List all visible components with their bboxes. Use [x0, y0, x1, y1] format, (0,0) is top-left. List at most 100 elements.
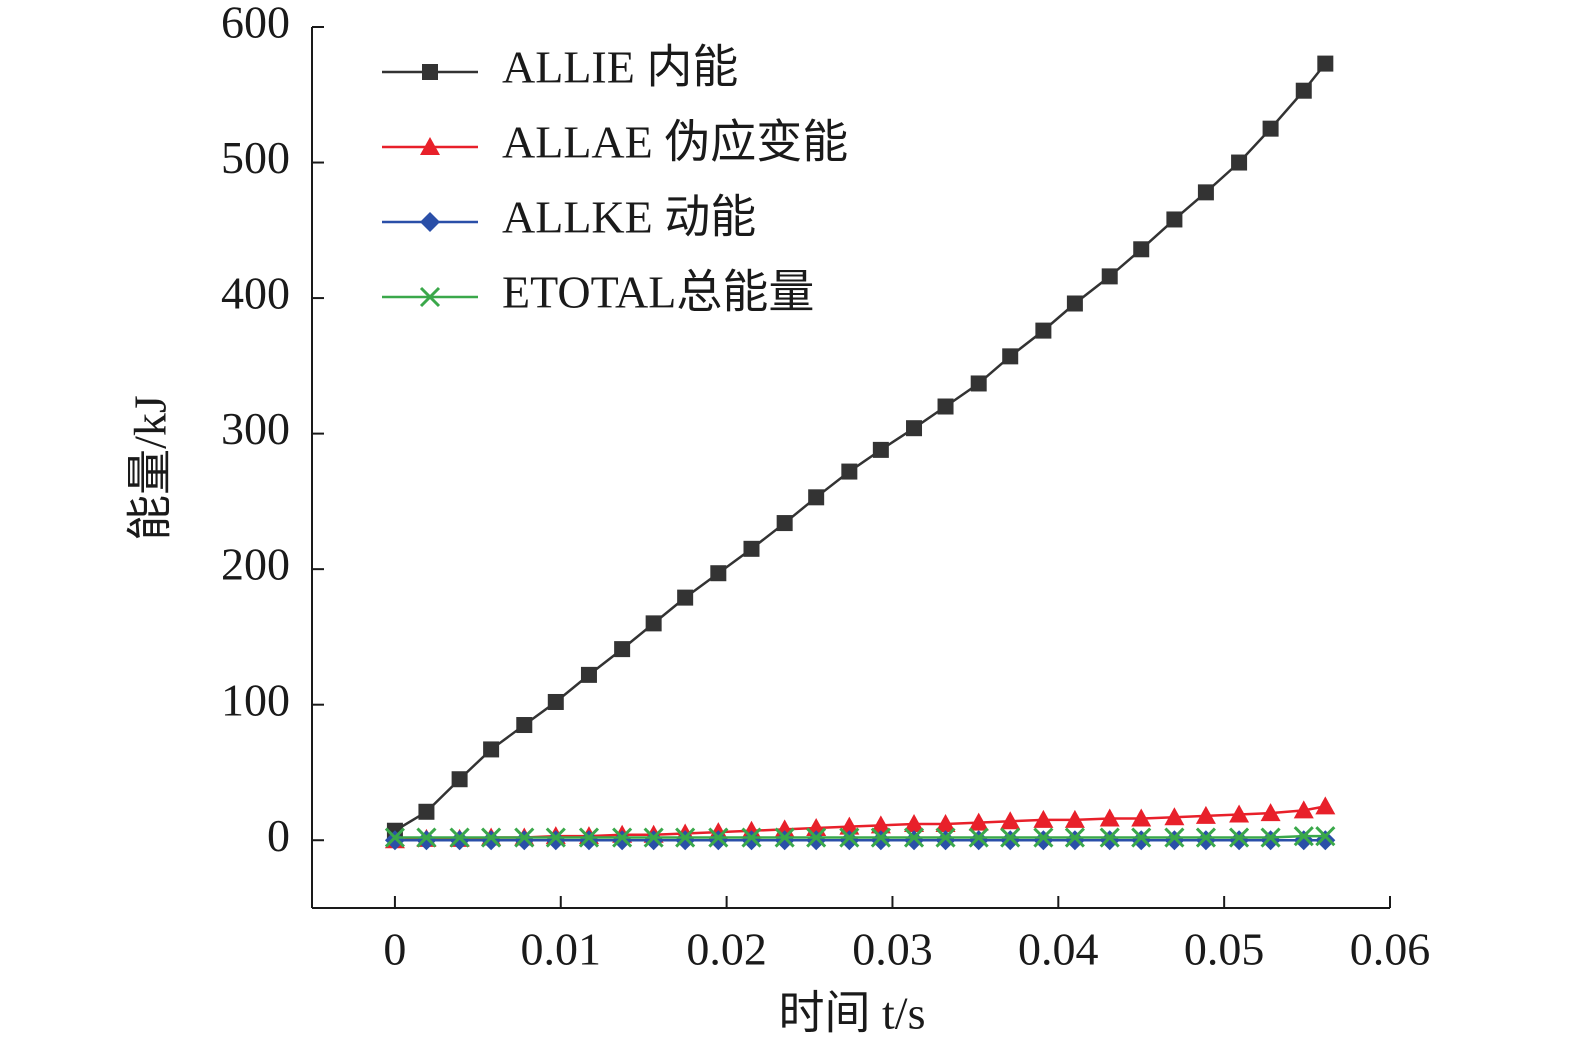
marker — [1131, 830, 1152, 851]
x-tick-label: 0.06 — [1350, 924, 1431, 975]
marker — [416, 830, 437, 851]
x-tick-label: 0.02 — [686, 924, 767, 975]
marker — [1000, 827, 1021, 848]
legend-label: ETOTAL总能量 — [502, 267, 814, 318]
y-tick-label: 400 — [221, 268, 290, 319]
marker — [1197, 184, 1214, 201]
marker — [839, 830, 860, 851]
marker — [1262, 120, 1279, 137]
marker — [545, 830, 566, 851]
marker — [578, 827, 600, 848]
marker — [774, 830, 795, 851]
marker — [614, 641, 631, 658]
legend-label: ALLAE 伪应变能 — [502, 117, 848, 168]
marker — [708, 827, 729, 848]
marker — [743, 540, 760, 557]
marker — [1033, 830, 1054, 851]
marker — [1035, 322, 1052, 339]
marker — [906, 420, 923, 437]
marker — [1260, 803, 1281, 822]
legend-marker — [420, 212, 440, 232]
marker — [806, 827, 827, 848]
x-tick-label: 0.03 — [852, 924, 933, 975]
legend-label: ALLIE 内能 — [502, 42, 738, 93]
marker — [1293, 826, 1314, 847]
marker — [870, 815, 891, 834]
marker — [1315, 796, 1336, 815]
series-line — [394, 62, 1327, 832]
marker — [483, 741, 500, 758]
marker — [578, 830, 599, 851]
marker — [580, 666, 597, 683]
y-tick-label: 200 — [221, 539, 290, 590]
x-tick-label: 0.05 — [1184, 924, 1265, 975]
legend-marker — [422, 64, 438, 80]
marker — [741, 830, 762, 851]
marker — [612, 827, 633, 848]
marker — [935, 827, 956, 848]
marker — [970, 375, 987, 392]
marker — [645, 615, 662, 632]
marker — [968, 827, 989, 848]
y-tick-label: 300 — [221, 403, 290, 454]
marker — [904, 813, 925, 832]
y-tick-label: 0 — [267, 810, 290, 861]
legend-marker — [419, 286, 441, 308]
marker — [776, 515, 793, 532]
marker — [1099, 830, 1120, 851]
marker — [1315, 826, 1336, 847]
marker — [1099, 808, 1120, 827]
marker — [1229, 804, 1250, 823]
marker — [1260, 827, 1281, 848]
x-axis-label: 时间 t/s — [779, 988, 926, 1039]
marker — [1101, 268, 1118, 285]
marker — [675, 827, 696, 848]
marker — [1033, 809, 1054, 828]
marker — [935, 813, 956, 832]
marker — [384, 830, 405, 851]
marker — [806, 830, 827, 851]
marker — [1131, 808, 1152, 827]
marker — [903, 827, 925, 848]
marker — [516, 717, 533, 734]
marker — [675, 830, 696, 851]
marker — [870, 827, 891, 848]
marker — [1317, 55, 1334, 72]
marker — [1099, 827, 1120, 848]
marker — [1164, 827, 1185, 848]
marker — [481, 830, 502, 851]
x-tick-label: 0 — [383, 924, 406, 975]
marker — [808, 489, 825, 506]
marker — [1000, 811, 1021, 830]
marker — [1002, 348, 1019, 365]
marker — [1260, 830, 1281, 851]
marker — [839, 816, 860, 835]
legend-marker — [420, 137, 440, 155]
x-tick-label: 0.04 — [1018, 924, 1099, 975]
marker — [872, 441, 889, 458]
marker — [741, 827, 762, 848]
marker — [451, 771, 468, 788]
marker — [937, 398, 954, 415]
marker — [1033, 827, 1054, 848]
marker — [710, 565, 727, 582]
marker — [1166, 211, 1183, 228]
marker — [1131, 827, 1152, 848]
marker — [449, 830, 470, 851]
marker — [708, 830, 729, 851]
y-tick-label: 100 — [221, 674, 290, 725]
marker — [481, 827, 502, 848]
marker — [418, 803, 435, 820]
marker — [1195, 805, 1216, 824]
y-tick-label: 500 — [221, 132, 290, 183]
legend-label: ALLKE 动能 — [502, 192, 756, 243]
marker — [1231, 154, 1248, 171]
y-tick-label: 600 — [221, 0, 290, 48]
marker — [449, 827, 470, 848]
marker — [1000, 830, 1021, 851]
marker — [1315, 830, 1336, 851]
marker — [1164, 830, 1185, 851]
marker — [968, 812, 989, 831]
marker — [870, 830, 891, 851]
marker — [1195, 827, 1216, 848]
